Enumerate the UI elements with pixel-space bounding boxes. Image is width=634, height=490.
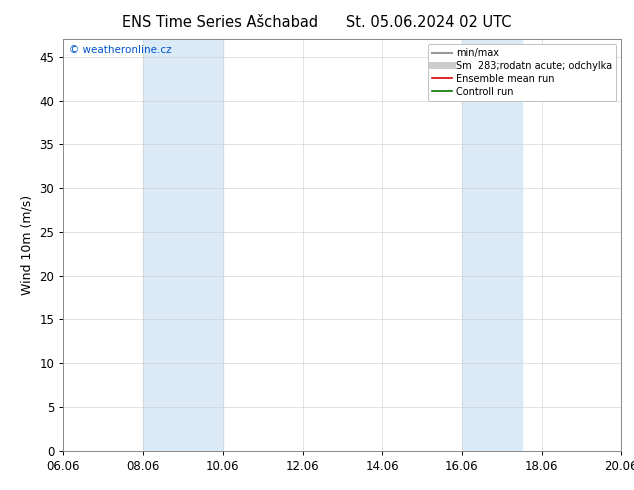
Bar xyxy=(462,39,522,451)
Text: ENS Time Series Ašchabad      St. 05.06.2024 02 UTC: ENS Time Series Ašchabad St. 05.06.2024 … xyxy=(122,15,512,30)
Bar xyxy=(143,39,223,451)
Legend: min/max, Sm  283;rodatn acute; odchylka, Ensemble mean run, Controll run: min/max, Sm 283;rodatn acute; odchylka, … xyxy=(428,44,616,100)
Text: © weatheronline.cz: © weatheronline.cz xyxy=(69,46,172,55)
Y-axis label: Wind 10m (m/s): Wind 10m (m/s) xyxy=(21,195,34,295)
